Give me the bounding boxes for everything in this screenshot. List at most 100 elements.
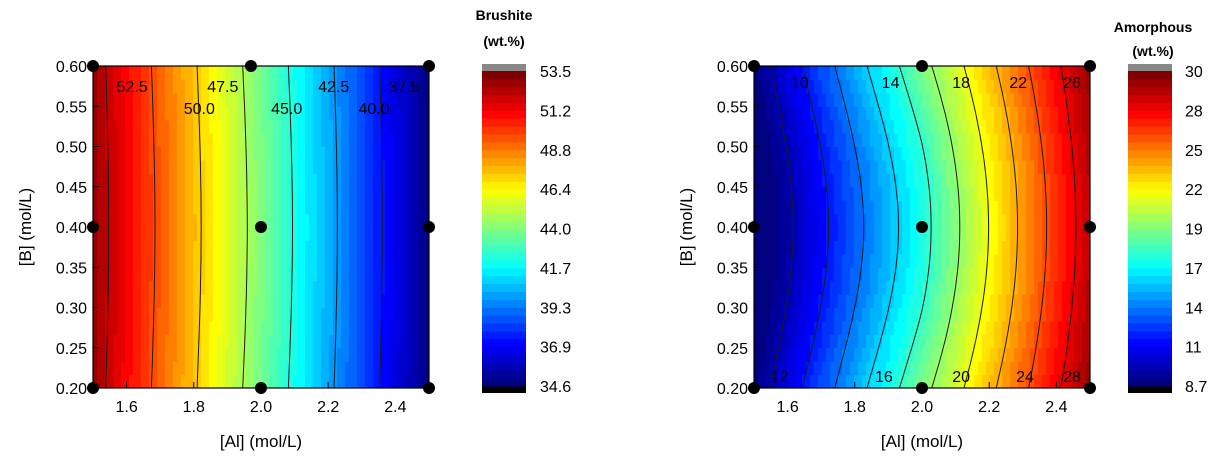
amorphous-field-cell [1022, 92, 1027, 107]
amorphous-field-cell [998, 334, 1003, 349]
amorphous-field-cell [858, 361, 863, 376]
amorphous-field-cell [850, 320, 855, 335]
amorphous-field-cell [958, 253, 963, 268]
amorphous-field-cell [754, 146, 759, 161]
brushite-field-cell [373, 294, 378, 309]
brushite-field-cell [273, 186, 278, 201]
brushite-field-cell [97, 133, 102, 148]
brushite-field-cell [309, 374, 314, 388]
amorphous-field-cell [806, 173, 811, 188]
amorphous-field-cell [922, 361, 927, 376]
brushite-field-cell [257, 240, 262, 255]
amorphous-field-cell [1026, 186, 1031, 201]
amorphous-field-cell [862, 361, 867, 376]
amorphous-field-cell [978, 186, 983, 201]
brushite-field-cell [201, 133, 206, 148]
brushite-field-cell [229, 240, 234, 255]
brushite-field-cell [105, 173, 110, 188]
brushite-field-cell [353, 119, 358, 134]
brushite-field-cell [361, 106, 366, 121]
brushite-field-cell [317, 200, 322, 215]
amorphous-field-cell [806, 240, 811, 255]
brushite-field-cell [237, 146, 242, 161]
brushite-field-cell [333, 307, 338, 322]
brushite-y-tick-label: 0.40 [56, 220, 87, 237]
amorphous-field-cell [810, 253, 815, 268]
amorphous-field-cell [842, 92, 847, 107]
amorphous-field-cell [898, 240, 903, 255]
brushite-field-cell [149, 294, 154, 309]
amorphous-design-point [1084, 221, 1096, 233]
brushite-field-cell [129, 213, 134, 228]
amorphous-field-cell [758, 347, 763, 362]
amorphous-field-cell [786, 334, 791, 349]
amorphous-field-cell [1074, 146, 1079, 161]
amorphous-field-cell [838, 92, 843, 107]
brushite-field-cell [169, 361, 174, 376]
amorphous-field-cell [862, 200, 867, 215]
amorphous-field-cell [770, 320, 775, 335]
brushite-field-cell [109, 213, 114, 228]
amorphous-field-cell [830, 173, 835, 188]
amorphous-field-cell [998, 267, 1003, 282]
brushite-field-cell [217, 280, 222, 295]
amorphous-field-cell [850, 92, 855, 107]
brushite-field-cell [205, 119, 210, 134]
amorphous-field-cell [802, 106, 807, 121]
amorphous-field-cell [1042, 200, 1047, 215]
amorphous-field-cell [758, 374, 763, 388]
amorphous-field-cell [874, 334, 879, 349]
brushite-field-cell [137, 334, 142, 349]
brushite-field-cell [161, 320, 166, 335]
brushite-field-cell [197, 240, 202, 255]
amorphous-field-cell [1042, 253, 1047, 268]
brushite-field-cell [353, 173, 358, 188]
brushite-field-cell [265, 240, 270, 255]
amorphous-colorbar-step [1128, 236, 1172, 245]
amorphous-field-cell [1002, 347, 1007, 362]
amorphous-field-cell [1038, 374, 1043, 388]
brushite-field-cell [189, 146, 194, 161]
brushite-field-cell [157, 307, 162, 322]
amorphous-field-cell [826, 253, 831, 268]
amorphous-field-cell [1058, 307, 1063, 322]
brushite-field-cell [281, 240, 286, 255]
amorphous-field-cell [802, 213, 807, 228]
brushite-field-cell [133, 240, 138, 255]
amorphous-field-cell [1046, 374, 1051, 388]
amorphous-field-cell [798, 92, 803, 107]
amorphous-field-cell [1030, 106, 1035, 121]
brushite-field-cell [261, 227, 266, 242]
brushite-field-cell [341, 267, 346, 282]
brushite-field-cell [157, 146, 162, 161]
amorphous-field-cell [778, 146, 783, 161]
amorphous-field-cell [1014, 374, 1019, 388]
amorphous-field-cell [906, 213, 911, 228]
amorphous-field-cell [878, 280, 883, 295]
amorphous-field-cell [818, 133, 823, 148]
amorphous-field-cell [1054, 227, 1059, 242]
amorphous-field-cell [894, 79, 899, 94]
amorphous-field-cell [978, 361, 983, 376]
amorphous-field-cell [838, 320, 843, 335]
amorphous-field-cell [878, 374, 883, 388]
brushite-field-cell [365, 227, 370, 242]
amorphous-field-cell [1050, 213, 1055, 228]
brushite-field-cell [233, 374, 238, 388]
amorphous-field-cell [1066, 213, 1071, 228]
brushite-field-cell [145, 92, 150, 107]
brushite-contour-line [242, 66, 248, 388]
amorphous-field-cell [786, 79, 791, 94]
amorphous-field-cell [982, 146, 987, 161]
amorphous-field-cell [1030, 320, 1035, 335]
amorphous-field-cell [970, 334, 975, 349]
brushite-field-cell [317, 119, 322, 134]
brushite-colorbar-unit: (wt.%) [483, 33, 524, 49]
amorphous-field-cell [1070, 347, 1075, 362]
amorphous-field-cell [802, 253, 807, 268]
amorphous-field-cell [922, 347, 927, 362]
amorphous-field-cell [770, 294, 775, 309]
brushite-field-cell [413, 253, 418, 268]
amorphous-field-cell [1054, 92, 1059, 107]
brushite-field-cell [381, 79, 386, 94]
